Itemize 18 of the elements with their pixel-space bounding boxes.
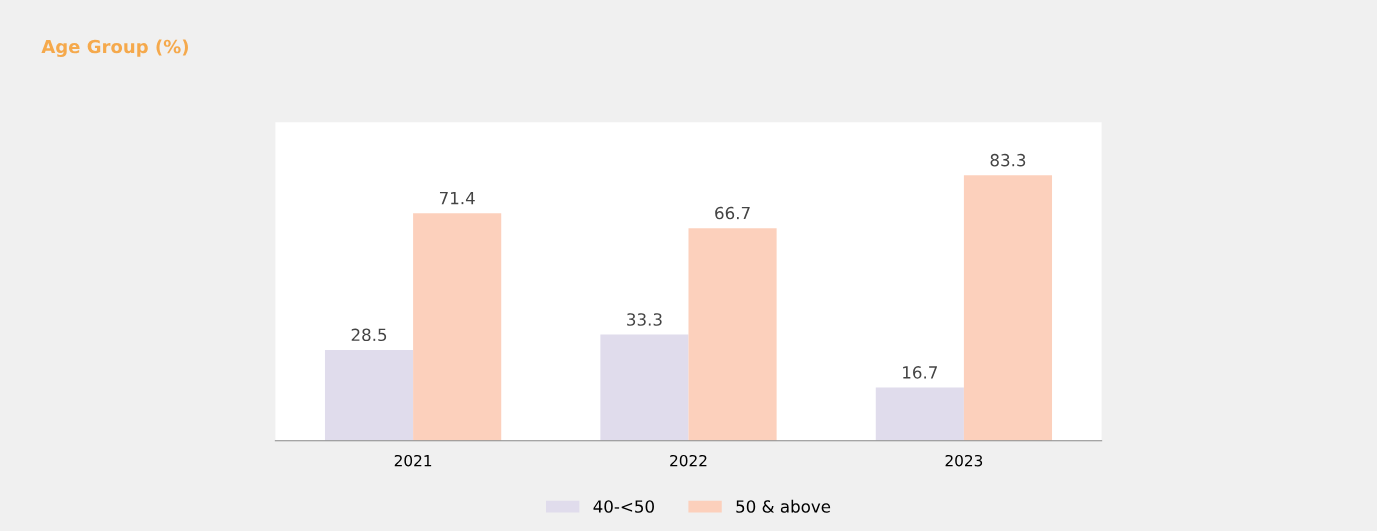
x-tick-label: 2022 xyxy=(670,454,707,467)
data-label: 33.3 xyxy=(627,313,662,326)
legend-label: 40-<50 xyxy=(593,500,654,513)
data-label: 83.3 xyxy=(990,153,1026,167)
bar xyxy=(875,387,964,441)
bar xyxy=(688,228,777,441)
legend-label: 50 & above xyxy=(736,499,831,513)
text: Age Group (%) xyxy=(41,39,188,57)
bar xyxy=(413,213,502,441)
data-label: 66.7 xyxy=(715,206,750,220)
x-tick-label: 2021 xyxy=(394,454,432,467)
x-tick-label: 2023 xyxy=(945,454,983,467)
bar xyxy=(324,349,414,441)
bar xyxy=(963,175,1053,441)
data-label: 71.4 xyxy=(439,191,475,205)
data-label: 16.7 xyxy=(903,366,937,379)
data-label: 28.5 xyxy=(351,328,387,342)
bar xyxy=(600,334,689,441)
